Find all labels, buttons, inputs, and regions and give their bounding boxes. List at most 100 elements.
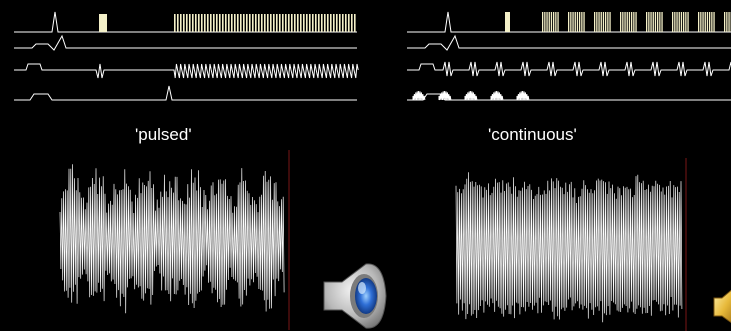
stimulus-pulse	[574, 12, 576, 32]
trace-line	[407, 93, 731, 101]
stimulus-pulse	[596, 12, 598, 32]
stimulus-pulse	[570, 12, 572, 32]
trace-burst	[490, 90, 504, 101]
stimulus-pulse	[548, 12, 550, 32]
stimulus-pulse	[568, 12, 570, 32]
stimulus-pulse	[222, 14, 224, 32]
stimulus-pulse	[546, 12, 548, 32]
stimulus-pulse	[183, 14, 185, 32]
stimulus-pulse	[264, 14, 266, 32]
stimulus-pulse	[294, 14, 296, 32]
stimulus-pulse	[354, 14, 356, 32]
stimulus-pulse	[624, 12, 626, 32]
stimulus-pulse	[216, 14, 218, 32]
stimulus-pulse	[544, 12, 546, 32]
stimulus-pulse	[724, 12, 726, 32]
stimulus-pulse	[333, 14, 335, 32]
stimulus-pulse	[261, 14, 263, 32]
stimulus-pulse	[306, 14, 308, 32]
stimulus-pulse	[687, 12, 689, 32]
stimulus-pulse	[652, 12, 654, 32]
stimulus-pulse	[351, 14, 353, 32]
stimulus-pulse	[628, 12, 631, 32]
stimulus-pulse	[672, 12, 674, 32]
stimulus-pulse	[685, 12, 687, 32]
stimulus-pulse	[237, 14, 239, 32]
stimulus-pulse	[646, 12, 648, 32]
stimulus-pulse	[683, 12, 685, 32]
stimulus-pulse	[174, 14, 176, 32]
stimulus-pulse	[228, 14, 230, 32]
stimulus-pulse	[728, 12, 730, 32]
continuous-panel	[407, 11, 731, 331]
stimulus-pulse	[348, 14, 350, 32]
stimulus-pulse	[542, 12, 544, 32]
stimulus-pulse	[270, 14, 272, 32]
stimulus-pulse	[324, 14, 326, 32]
stimulus-pulse	[312, 14, 314, 32]
trace-line	[14, 63, 359, 79]
stimulus-pulse	[318, 14, 320, 32]
stimulus-pulse	[288, 14, 290, 32]
continuous-timing-traces	[407, 11, 731, 101]
stimulus-pulse	[273, 14, 275, 32]
stimulus-pulse	[579, 12, 581, 32]
stimulus-pulse	[246, 14, 248, 32]
stimulus-pulse	[631, 12, 633, 32]
stimulus-pulse	[192, 14, 194, 32]
stimulus-pulse	[189, 14, 191, 32]
trace-burst	[516, 90, 530, 101]
stimulus-pulse	[635, 12, 637, 32]
continuous-speaker-icon[interactable]	[713, 288, 731, 326]
trace-line	[14, 11, 357, 33]
pulsed-panel	[14, 11, 387, 330]
stimulus-pulse	[276, 14, 278, 32]
stimulus-block	[99, 14, 107, 32]
stimulus-pulse	[282, 14, 284, 32]
stimulus-pulse	[598, 12, 600, 32]
stimulus-pulse	[339, 14, 341, 32]
stimulus-pulse	[297, 14, 299, 32]
stimulus-pulse	[698, 12, 700, 32]
stimulus-pulse	[327, 14, 329, 32]
stimulus-pulse	[315, 14, 317, 32]
stimulus-pulse	[267, 14, 269, 32]
stimulus-pulse	[661, 12, 663, 32]
stimulus-pulse	[252, 14, 254, 32]
stimulus-pulse	[713, 12, 715, 32]
stimulus-pulse	[309, 14, 311, 32]
stimulus-pulse	[633, 12, 635, 32]
stimulus-pulse	[240, 14, 242, 32]
stimulus-pulse	[654, 12, 657, 32]
stimulus-block	[505, 12, 510, 32]
trace-line	[14, 85, 357, 101]
stimulus-pulse	[626, 12, 628, 32]
stimulus-pulse	[555, 12, 557, 32]
continuous-label: 'continuous'	[488, 125, 577, 144]
pulsed-speaker-icon[interactable]	[323, 263, 387, 329]
stimulus-pulse	[702, 12, 704, 32]
stimulus-pulse	[583, 12, 585, 32]
stimulus-pulse	[700, 12, 702, 32]
stimulus-pulse	[581, 12, 583, 32]
trace-line	[407, 61, 731, 77]
stimulus-pulse	[198, 14, 200, 32]
audio-waveform	[455, 172, 683, 323]
stimulus-pulse	[609, 12, 611, 32]
stimulus-pulse	[659, 12, 661, 32]
stimulus-pulse	[180, 14, 182, 32]
pulsed-waveform	[59, 150, 290, 330]
stimulus-pulse	[243, 14, 245, 32]
stimulus-pulse	[622, 12, 624, 32]
stimulus-pulse	[674, 12, 676, 32]
stimulus-pulse	[330, 14, 332, 32]
stimulus-pulse	[550, 12, 553, 32]
trace-burst	[438, 90, 452, 101]
stimulus-pulse	[201, 14, 203, 32]
stimulus-pulse	[605, 12, 607, 32]
stimulus-pulse	[207, 14, 209, 32]
stimulus-pulse	[600, 12, 602, 32]
stimulus-pulse	[234, 14, 236, 32]
stimulus-pulse	[704, 12, 706, 32]
stimulus-pulse	[204, 14, 206, 32]
